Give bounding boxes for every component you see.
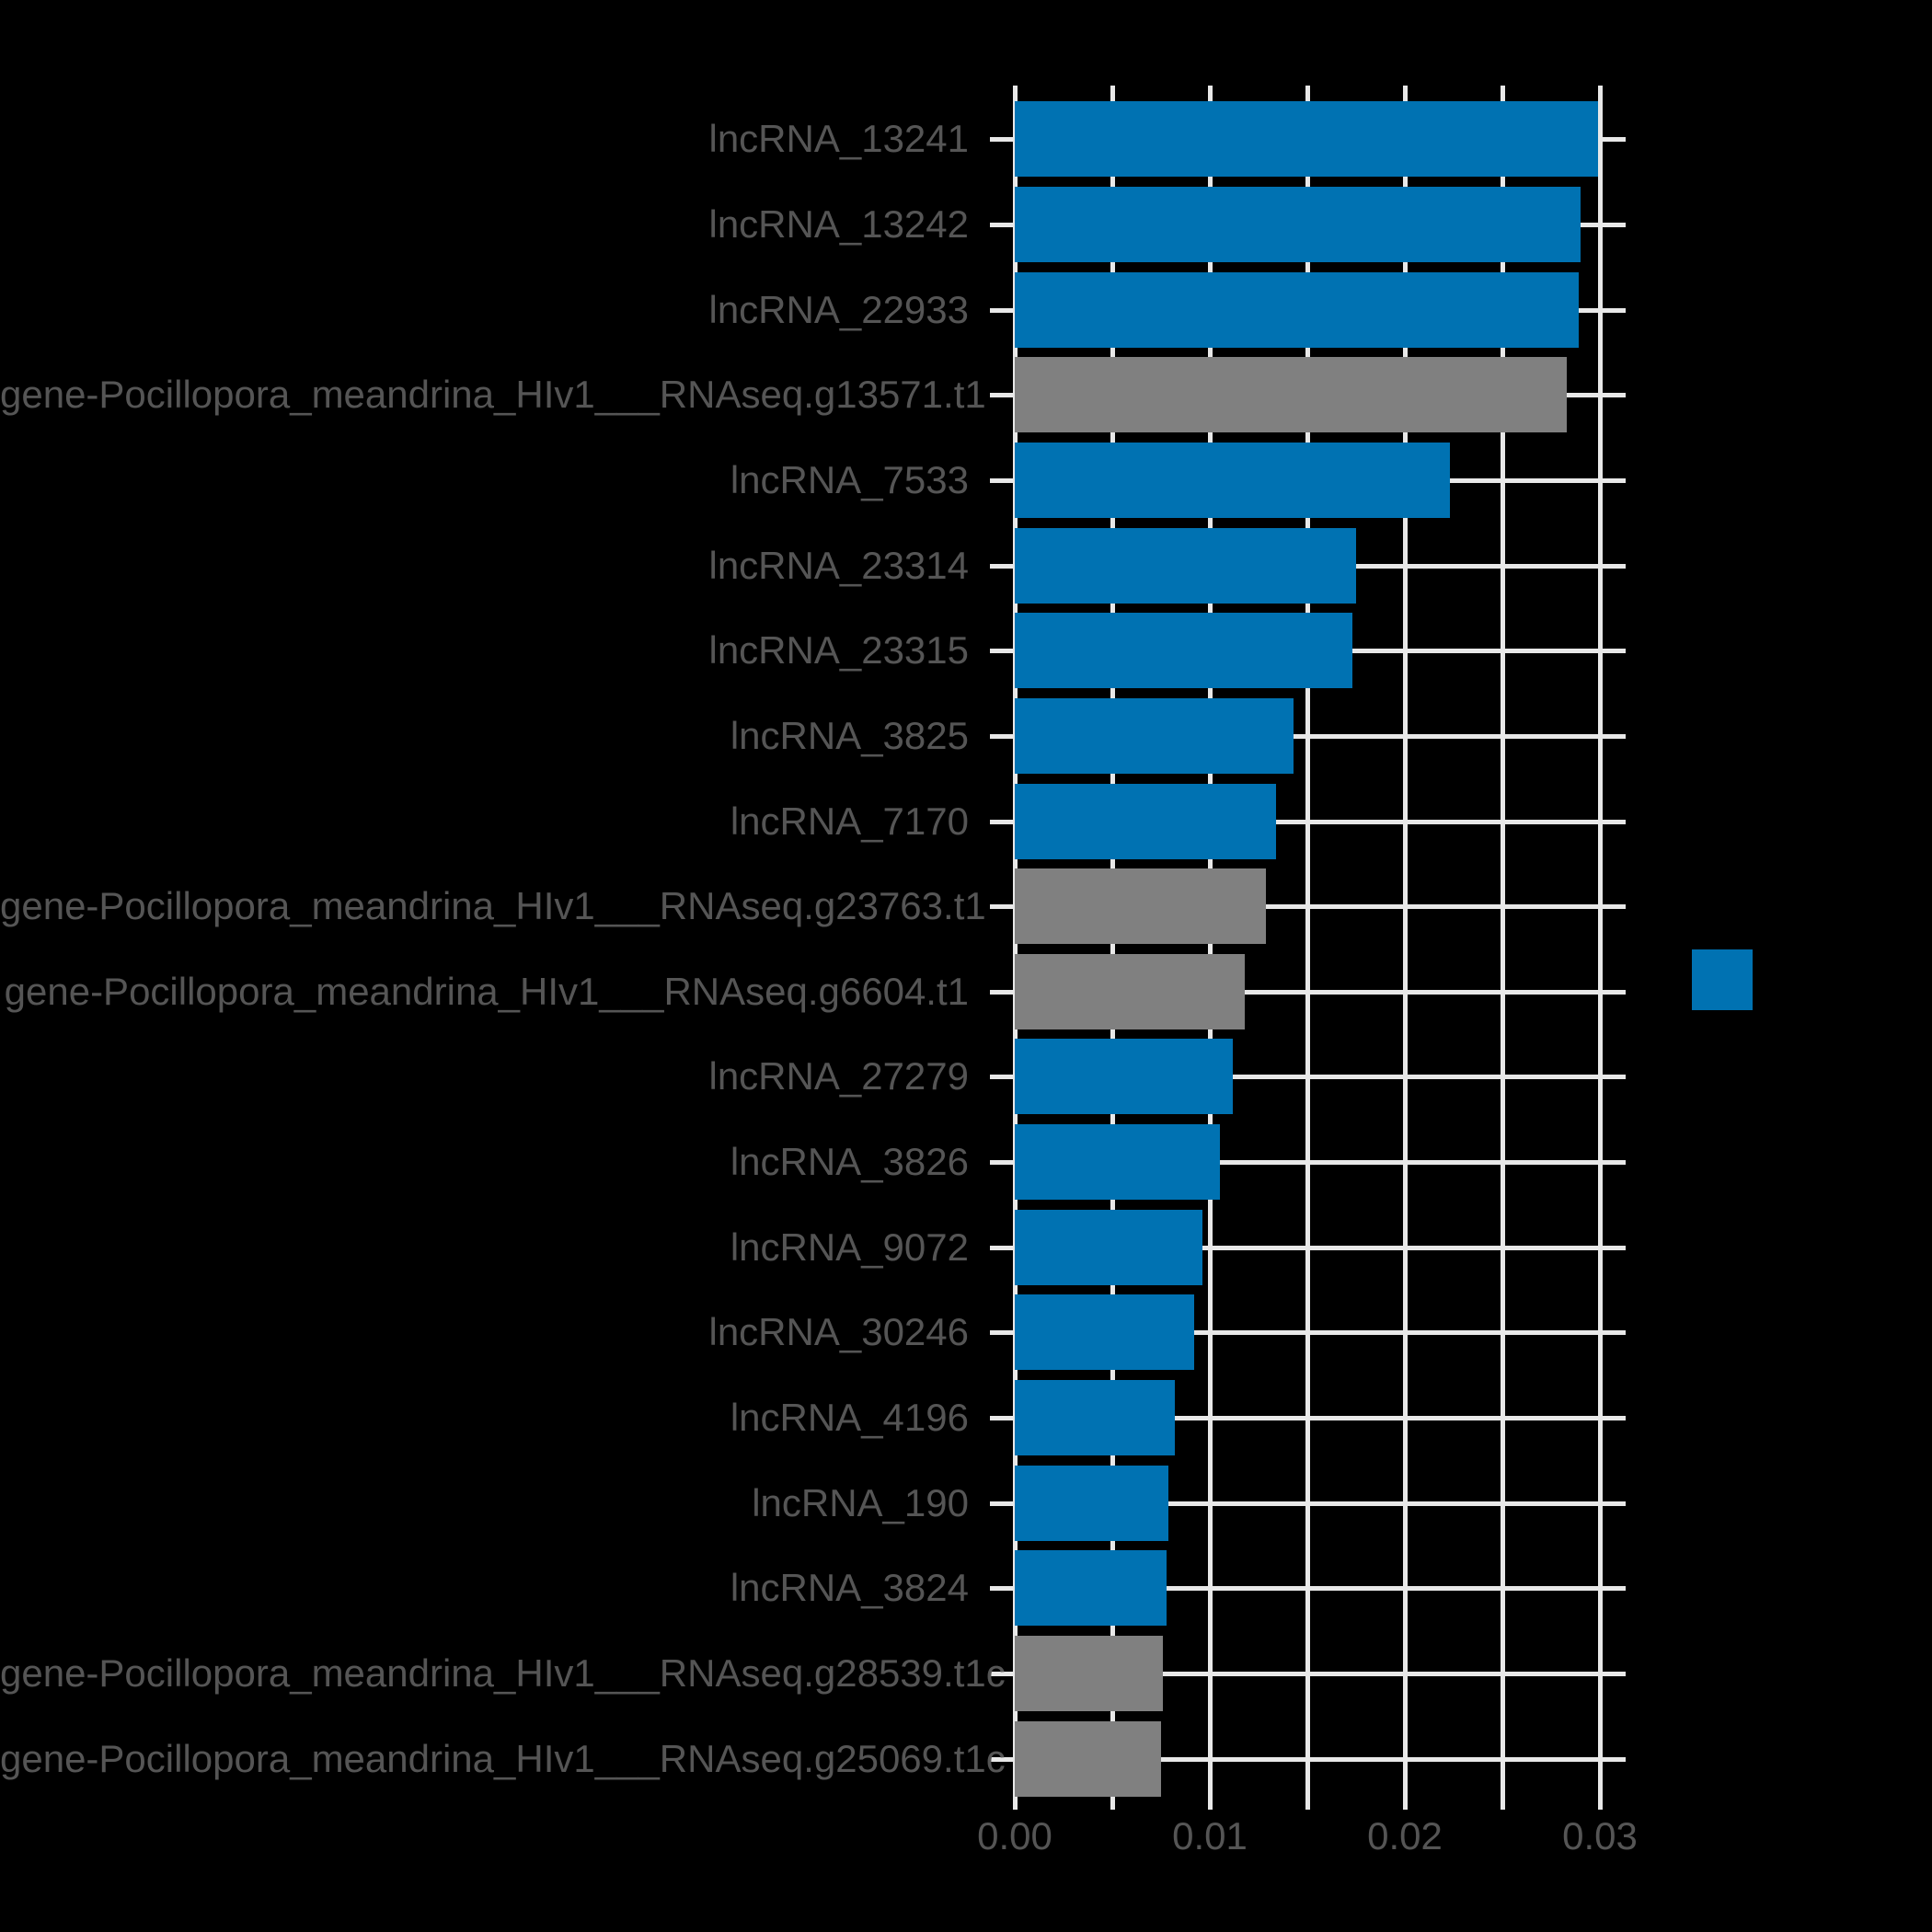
y-axis-label: lncRNA_190 [752, 1480, 969, 1524]
vertical-gridline [1305, 86, 1310, 1810]
bar-row: lncRNA_27279 [708, 1034, 1626, 1120]
vertical-gridline [1501, 86, 1505, 1810]
y-axis-label: lncRNA_22933 [708, 287, 969, 331]
y-axis-label: gene-Pocillopora_meandrina_HIv1___RNAseq… [0, 884, 986, 928]
vertical-gridline [1208, 86, 1213, 1810]
y-axis-label: lncRNA_23315 [708, 628, 969, 673]
bar-row: gene-Pocillopora_meandrina_HIv1___RNAseq… [0, 352, 1626, 438]
y-axis-label: gene-Pocillopora_meandrina_HIv1___RNAseq… [4, 969, 969, 1013]
row-gridline [990, 1586, 1626, 1592]
y-axis-label: lncRNA_13241 [708, 117, 969, 161]
x-axis-tick-label: 0.03 [1562, 1814, 1638, 1857]
bar-row: gene-Pocillopora_meandrina_HIv1___RNAseq… [0, 1716, 1626, 1801]
bar [1015, 1465, 1169, 1541]
row-gridline [990, 819, 1626, 824]
x-axis-tick-label: 0.01 [1172, 1814, 1248, 1857]
bar [1015, 868, 1267, 945]
bar [1015, 953, 1246, 1029]
vertical-gridline [1598, 86, 1603, 1810]
bar [1015, 527, 1356, 604]
y-axis-label: gene-Pocillopora_meandrina_HIv1___RNAseq… [0, 1736, 1006, 1780]
y-axis-label: lncRNA_4196 [730, 1396, 969, 1440]
bar [1015, 783, 1277, 859]
row-gridline [990, 989, 1626, 995]
y-axis-label: lncRNA_3825 [730, 713, 969, 757]
bar-row: lncRNA_23315 [708, 608, 1626, 694]
row-gridline [990, 1075, 1626, 1080]
y-axis-label: lncRNA_9072 [730, 1225, 969, 1269]
bar-row: lncRNA_190 [752, 1460, 1626, 1546]
y-axis-label: lncRNA_3826 [730, 1140, 969, 1184]
bar [1015, 697, 1294, 774]
y-axis-label: lncRNA_13242 [708, 201, 969, 246]
bar-row: lncRNA_3825 [730, 694, 1626, 779]
row-gridline [990, 1501, 1626, 1506]
row-gridline [990, 1756, 1626, 1762]
bar [1015, 1720, 1161, 1797]
bar [1015, 1294, 1195, 1371]
bar-row: lncRNA_9072 [730, 1204, 1626, 1290]
bar [1015, 1124, 1220, 1201]
bar-row: lncRNA_7533 [730, 438, 1626, 523]
bar-row: lncRNA_13242 [708, 182, 1626, 268]
row-gridline [990, 1330, 1626, 1336]
bar [1015, 1039, 1234, 1115]
bar [1015, 442, 1450, 518]
bar-row: gene-Pocillopora_meandrina_HIv1___RNAseq… [0, 1631, 1626, 1717]
bar-row: lncRNA_22933 [708, 267, 1626, 352]
bar-row: gene-Pocillopora_meandrina_HIv1___RNAseq… [5, 949, 1626, 1035]
bar [1015, 1380, 1175, 1456]
vertical-gridline [1013, 86, 1018, 1810]
bar [1015, 1636, 1164, 1711]
y-axis-label: lncRNA_23314 [708, 543, 969, 587]
bar-row: lncRNA_13241 [708, 97, 1626, 182]
bar [1015, 357, 1567, 433]
row-gridline [990, 733, 1626, 739]
bar [1015, 1209, 1202, 1285]
bar-row: lncRNA_7170 [730, 778, 1626, 864]
row-gridline [990, 1245, 1626, 1250]
y-axis-label: gene-Pocillopora_meandrina_HIv1___RNAseq… [0, 1651, 1006, 1695]
y-axis-label: gene-Pocillopora_meandrina_HIv1___RNAseq… [0, 373, 986, 417]
x-axis-tick-label: 0.02 [1367, 1814, 1443, 1857]
y-axis-label: lncRNA_7170 [730, 799, 969, 843]
bar [1015, 271, 1579, 348]
legend-swatch [1692, 949, 1753, 1010]
bar-row: lncRNA_30246 [708, 1290, 1626, 1375]
row-gridline [990, 1672, 1626, 1676]
y-axis-label: lncRNA_27279 [708, 1054, 969, 1098]
bar [1015, 613, 1352, 689]
x-axis-tick-label: 0.00 [977, 1814, 1052, 1857]
bar-row: lncRNA_3824 [730, 1546, 1626, 1631]
bar-row: lncRNA_23314 [708, 523, 1626, 608]
bar [1015, 101, 1598, 178]
y-axis-label: lncRNA_30246 [708, 1310, 969, 1354]
bar [1015, 186, 1581, 262]
bar-row: lncRNA_4196 [730, 1375, 1626, 1461]
row-gridline [990, 1416, 1626, 1421]
row-gridline [990, 904, 1626, 910]
row-gridline [990, 1160, 1626, 1166]
bar [1015, 1550, 1167, 1627]
y-axis-label: lncRNA_7533 [730, 457, 969, 501]
vertical-gridline [1110, 86, 1115, 1810]
bar-row: lncRNA_3826 [730, 1120, 1626, 1205]
vertical-gridline [1403, 86, 1408, 1810]
y-axis-label: lncRNA_3824 [730, 1566, 969, 1610]
bar-row: gene-Pocillopora_meandrina_HIv1___RNAseq… [0, 864, 1626, 949]
